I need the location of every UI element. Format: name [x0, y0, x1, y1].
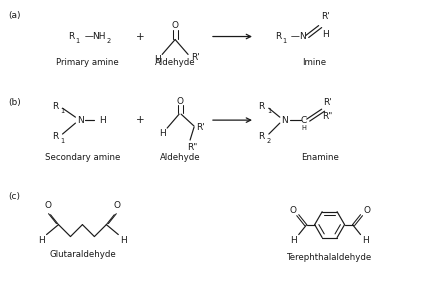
Text: Aldehyde: Aldehyde	[154, 58, 195, 67]
Text: (c): (c)	[9, 192, 21, 201]
Text: H: H	[120, 236, 126, 245]
Text: R': R'	[190, 53, 199, 62]
Text: 2: 2	[106, 39, 111, 44]
Text: H: H	[301, 125, 305, 131]
Text: O: O	[176, 97, 183, 106]
Text: Terephthalaldehyde: Terephthalaldehyde	[286, 253, 372, 262]
Text: H: H	[290, 236, 296, 245]
Text: C: C	[300, 116, 306, 125]
Text: 2: 2	[266, 138, 270, 144]
Text: R': R'	[322, 98, 331, 107]
Text: Aldehyde: Aldehyde	[160, 153, 200, 162]
Text: H: H	[322, 30, 328, 39]
Text: H: H	[158, 128, 165, 137]
Text: R: R	[68, 32, 74, 41]
Text: N: N	[77, 116, 83, 125]
Text: 1: 1	[266, 108, 270, 114]
Text: 1: 1	[75, 39, 80, 44]
Text: O: O	[362, 206, 369, 215]
Text: Glutaraldehyde: Glutaraldehyde	[49, 250, 116, 259]
Text: O: O	[289, 206, 295, 215]
Text: H: H	[38, 236, 45, 245]
Text: 1: 1	[60, 108, 64, 114]
Text: O: O	[114, 201, 120, 210]
Text: —: —	[287, 32, 299, 41]
Text: H: H	[99, 116, 106, 125]
Text: R: R	[274, 32, 280, 41]
Text: Enamine: Enamine	[300, 153, 338, 162]
Text: H: H	[154, 55, 160, 64]
Text: H: H	[361, 236, 368, 245]
Text: O: O	[44, 201, 51, 210]
Text: R": R"	[187, 144, 197, 153]
Text: +: +	[135, 32, 144, 41]
Text: R: R	[258, 102, 264, 111]
Text: R': R'	[320, 12, 329, 21]
Text: O: O	[171, 21, 178, 30]
Text: Primary amine: Primary amine	[56, 58, 119, 67]
Text: Imine: Imine	[302, 58, 326, 67]
Text: NH: NH	[92, 32, 106, 41]
Text: R': R'	[195, 123, 204, 132]
Text: N: N	[281, 116, 288, 125]
Text: +: +	[135, 115, 144, 125]
Text: —: —	[82, 32, 94, 41]
Text: Secondary amine: Secondary amine	[45, 153, 120, 162]
Text: (b): (b)	[9, 98, 22, 107]
Text: 1: 1	[281, 39, 285, 44]
Text: N: N	[298, 32, 305, 41]
Text: R: R	[52, 132, 58, 141]
Text: R: R	[52, 102, 58, 111]
Text: 1: 1	[60, 138, 64, 144]
Text: R: R	[258, 132, 264, 141]
Text: R": R"	[322, 112, 332, 121]
Text: (a): (a)	[9, 11, 21, 20]
